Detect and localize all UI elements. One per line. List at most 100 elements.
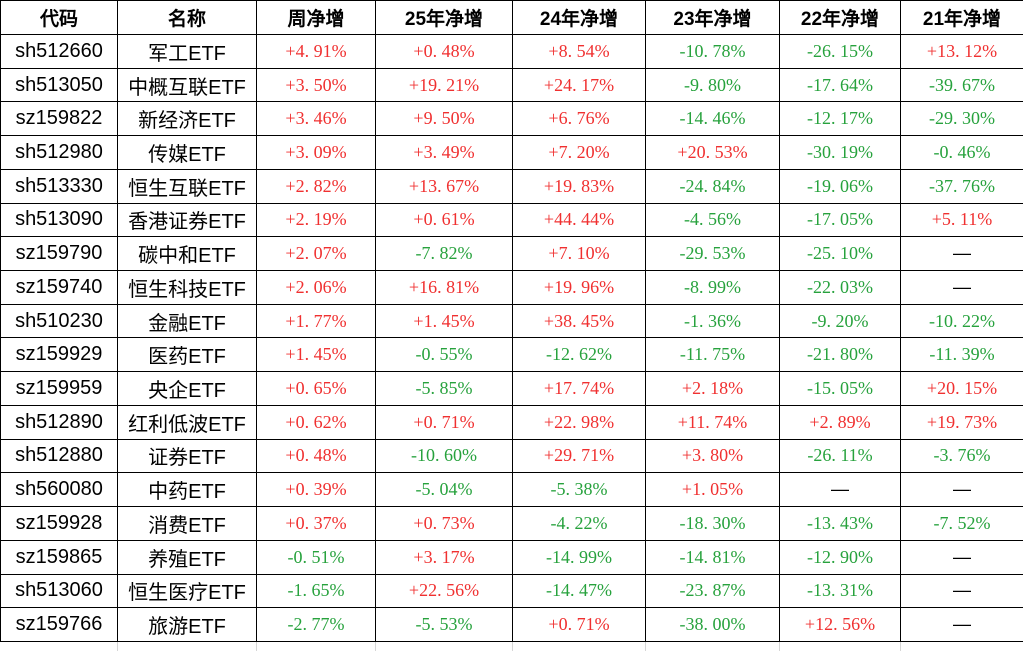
cell-change[interactable]: -13. 43% — [779, 506, 901, 541]
cell-change[interactable]: — — [900, 607, 1023, 642]
cell-code[interactable]: sz159928 — [0, 506, 118, 541]
cell-change[interactable]: +12. 56% — [779, 607, 901, 642]
cell-change[interactable]: +2. 18% — [645, 371, 780, 406]
cell-change[interactable]: +20. 15% — [900, 371, 1023, 406]
cell-change[interactable]: +19. 21% — [375, 67, 513, 103]
cell-change[interactable]: +20. 53% — [645, 135, 780, 170]
cell-change[interactable]: +9. 50% — [375, 101, 513, 137]
cell-change[interactable]: +22. 56% — [375, 573, 513, 609]
cell-code[interactable]: sz159822 — [0, 101, 118, 137]
cell-change[interactable]: +19. 73% — [900, 404, 1023, 440]
cell-change[interactable]: -14. 46% — [645, 101, 780, 137]
cell-change[interactable]: -8. 99% — [645, 270, 780, 305]
column-header-change-2023[interactable]: 23年净增 — [645, 0, 780, 35]
cell-change[interactable]: +0. 37% — [256, 506, 376, 541]
cell-change[interactable]: +0. 62% — [256, 404, 376, 440]
cell-change[interactable]: +17. 74% — [512, 371, 646, 406]
cell-change[interactable]: +1. 05% — [645, 472, 780, 508]
cell-change[interactable]: -23. 87% — [645, 573, 780, 609]
cell-change[interactable]: -4. 22% — [512, 506, 646, 541]
cell-code[interactable]: sz159790 — [0, 236, 118, 272]
cell-change[interactable]: +22. 98% — [512, 404, 646, 440]
cell-change[interactable]: -5. 04% — [375, 472, 513, 508]
cell-change[interactable]: -29. 53% — [645, 236, 780, 272]
cell-change[interactable]: -19. 06% — [779, 168, 901, 204]
cell-name[interactable]: 中概互联ETF — [117, 67, 257, 103]
cell-change[interactable]: +3. 17% — [375, 539, 513, 575]
cell-change[interactable]: +1. 45% — [256, 337, 376, 373]
cell-name[interactable]: 旅游ETF — [117, 607, 257, 642]
cell-change[interactable]: +0. 39% — [256, 472, 376, 508]
column-header-change-2024[interactable]: 24年净增 — [512, 0, 646, 35]
cell-change[interactable]: -26. 15% — [779, 34, 901, 69]
cell-change[interactable]: -2. 77% — [256, 607, 376, 642]
cell-change[interactable]: — — [900, 236, 1023, 272]
cell-code[interactable]: sh512890 — [0, 404, 118, 440]
cell-change[interactable]: +7. 10% — [512, 236, 646, 272]
cell-change[interactable]: -5. 38% — [512, 472, 646, 508]
cell-change[interactable]: +7. 20% — [512, 135, 646, 170]
cell-change[interactable]: +0. 71% — [512, 607, 646, 642]
cell-change[interactable]: +1. 77% — [256, 303, 376, 339]
cell-change[interactable]: -29. 30% — [900, 101, 1023, 137]
cell-code[interactable]: sh512880 — [0, 438, 118, 474]
cell-change[interactable]: -12. 62% — [512, 337, 646, 373]
cell-change[interactable]: +0. 71% — [375, 404, 513, 440]
cell-change[interactable]: -7. 52% — [900, 506, 1023, 541]
cell-change[interactable]: +3. 80% — [645, 438, 780, 474]
cell-name[interactable]: 医药ETF — [117, 337, 257, 373]
cell-name[interactable]: 金融ETF — [117, 303, 257, 339]
cell-change[interactable]: +0. 48% — [256, 438, 376, 474]
cell-change[interactable]: +3. 49% — [375, 135, 513, 170]
cell-change[interactable]: -12. 17% — [779, 101, 901, 137]
cell-change[interactable]: -17. 64% — [779, 67, 901, 103]
cell-code[interactable]: sz159740 — [0, 270, 118, 305]
cell-change[interactable]: -1. 65% — [256, 573, 376, 609]
cell-code[interactable]: sh512980 — [0, 135, 118, 170]
cell-code[interactable]: sz159929 — [0, 337, 118, 373]
cell-change[interactable]: +3. 50% — [256, 67, 376, 103]
cell-change[interactable]: +2. 82% — [256, 168, 376, 204]
cell-change[interactable]: +3. 09% — [256, 135, 376, 170]
cell-change[interactable]: -0. 55% — [375, 337, 513, 373]
cell-change[interactable]: +8. 54% — [512, 34, 646, 69]
cell-change[interactable]: -13. 31% — [779, 573, 901, 609]
cell-change[interactable]: +0. 65% — [256, 371, 376, 406]
cell-change[interactable]: -5. 85% — [375, 371, 513, 406]
cell-change[interactable]: -9. 20% — [779, 303, 901, 339]
cell-name[interactable]: 养殖ETF — [117, 539, 257, 575]
cell-change[interactable]: -7. 82% — [375, 236, 513, 272]
cell-change[interactable]: +4. 91% — [256, 34, 376, 69]
cell-code[interactable]: sh512660 — [0, 34, 118, 69]
cell-name[interactable]: 红利低波ETF — [117, 404, 257, 440]
cell-code[interactable]: sh513330 — [0, 168, 118, 204]
cell-change[interactable]: +5. 11% — [900, 202, 1023, 238]
cell-name[interactable]: 恒生科技ETF — [117, 270, 257, 305]
cell-code[interactable]: sh513090 — [0, 202, 118, 238]
cell-name[interactable]: 证券ETF — [117, 438, 257, 474]
cell-change[interactable]: +2. 06% — [256, 270, 376, 305]
cell-name[interactable]: 传媒ETF — [117, 135, 257, 170]
cell-code[interactable]: sh513050 — [0, 67, 118, 103]
cell-change[interactable]: -18. 30% — [645, 506, 780, 541]
cell-change[interactable]: +24. 17% — [512, 67, 646, 103]
cell-change[interactable]: +0. 61% — [375, 202, 513, 238]
cell-change[interactable]: -0. 46% — [900, 135, 1023, 170]
cell-change[interactable]: +0. 73% — [375, 506, 513, 541]
cell-change[interactable]: +19. 83% — [512, 168, 646, 204]
cell-change[interactable]: -14. 81% — [645, 539, 780, 575]
cell-change[interactable]: +19. 96% — [512, 270, 646, 305]
cell-change[interactable]: — — [900, 270, 1023, 305]
cell-name[interactable]: 消费ETF — [117, 506, 257, 541]
column-header-change-2021[interactable]: 21年净增 — [900, 0, 1023, 35]
cell-change[interactable]: -15. 05% — [779, 371, 901, 406]
cell-change[interactable]: +0. 48% — [375, 34, 513, 69]
cell-change[interactable]: -37. 76% — [900, 168, 1023, 204]
cell-change[interactable]: -14. 99% — [512, 539, 646, 575]
cell-change[interactable]: -10. 78% — [645, 34, 780, 69]
cell-change[interactable]: — — [900, 573, 1023, 609]
cell-change[interactable]: — — [900, 539, 1023, 575]
cell-change[interactable]: -3. 76% — [900, 438, 1023, 474]
cell-change[interactable]: +44. 44% — [512, 202, 646, 238]
cell-change[interactable]: +1. 45% — [375, 303, 513, 339]
